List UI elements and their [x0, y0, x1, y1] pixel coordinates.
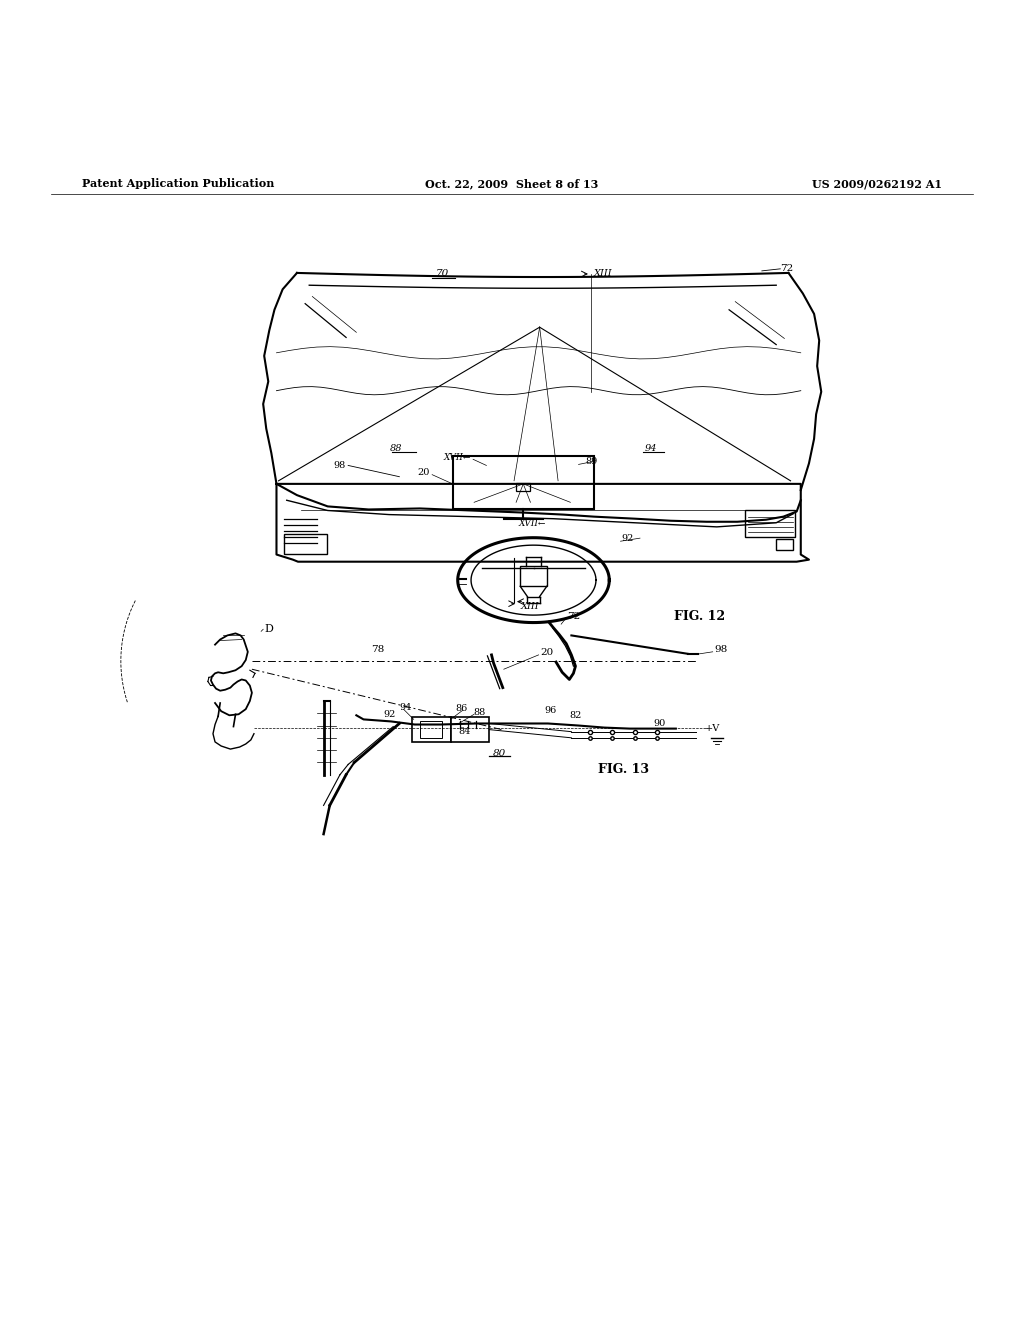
Text: 72: 72 — [567, 612, 581, 622]
Text: XVII←: XVII← — [519, 519, 546, 528]
Bar — [745, 511, 795, 537]
Text: 84: 84 — [459, 727, 471, 737]
Text: XIII: XIII — [520, 602, 539, 611]
Text: 82: 82 — [569, 710, 582, 719]
Text: XIII: XIII — [594, 269, 612, 279]
Text: 88: 88 — [473, 708, 485, 717]
Bar — [516, 483, 530, 491]
Bar — [284, 535, 327, 553]
Text: 88: 88 — [390, 444, 402, 453]
Text: Oct. 22, 2009  Sheet 8 of 13: Oct. 22, 2009 Sheet 8 of 13 — [425, 178, 599, 189]
Text: FIG. 12: FIG. 12 — [674, 610, 725, 623]
Bar — [453, 457, 594, 510]
Text: 92: 92 — [383, 710, 395, 719]
Text: 89: 89 — [586, 457, 598, 466]
Text: Patent Application Publication: Patent Application Publication — [82, 178, 274, 189]
Text: 90: 90 — [653, 719, 666, 729]
Text: 96: 96 — [545, 706, 557, 714]
Text: 20: 20 — [541, 648, 554, 657]
Text: FIG. 13: FIG. 13 — [598, 763, 649, 776]
Bar — [420, 722, 442, 738]
Text: 20: 20 — [418, 469, 430, 477]
Text: 98: 98 — [715, 645, 728, 655]
Text: 78: 78 — [371, 645, 384, 655]
Text: +V: +V — [705, 725, 720, 733]
Text: 80: 80 — [494, 748, 506, 758]
Text: 94: 94 — [645, 444, 657, 453]
Bar — [451, 717, 489, 742]
Text: 72: 72 — [780, 264, 794, 273]
Text: 98: 98 — [334, 461, 346, 470]
Text: XVII←: XVII← — [443, 453, 471, 462]
Bar — [776, 539, 793, 550]
Bar — [520, 566, 547, 586]
Text: D: D — [264, 624, 273, 635]
Text: US 2009/0262192 A1: US 2009/0262192 A1 — [812, 178, 942, 189]
Text: 94: 94 — [399, 702, 412, 711]
Bar — [412, 717, 451, 742]
Text: 86: 86 — [456, 704, 468, 713]
Text: 92: 92 — [622, 533, 634, 543]
Text: 70: 70 — [436, 269, 449, 279]
